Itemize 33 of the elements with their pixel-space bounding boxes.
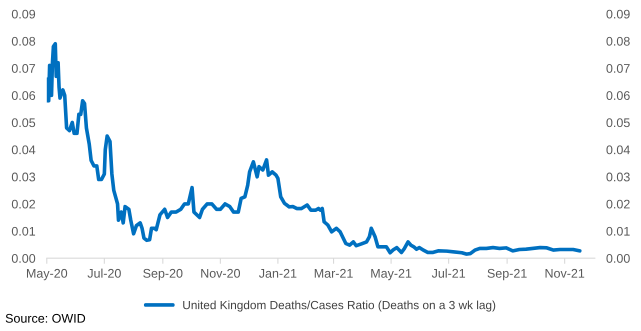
source-note: Source: OWID [6,314,86,323]
line-series [46,42,582,256]
x-tick-label: Mar-21 [314,268,353,278]
y2-tick-label: 0.03 [606,172,630,182]
y-tick-label: 0.00 [12,254,36,263]
y-tick-label: 0.02 [12,200,36,209]
y-tick-label: 0.06 [12,91,36,100]
y2-tick-label: 0.04 [606,145,630,154]
y2-tick-label: 0.01 [606,226,630,236]
x-tick-label: Sep-20 [143,268,182,280]
x-tick-label: May-21 [371,268,412,280]
y2-tick-label: 0.06 [606,91,630,100]
x-tick-label: Jul-21 [432,268,466,278]
y-tick-label: 0.08 [12,36,36,46]
y-tick-label: 0.07 [12,64,36,73]
y2-tick-label: 0.05 [606,118,630,128]
y2-tick-label: 0.08 [606,36,630,46]
y-tick-label: 0.03 [12,172,36,182]
y2-tick-label: 0.02 [606,200,630,209]
y2-tick-label: 0.09 [606,10,630,19]
y-tick-label: 0.01 [12,226,36,236]
x-tick-label: May-20 [26,268,68,280]
y2-tick-label: 0.00 [606,254,630,263]
legend-label: United Kingdom Deaths/Cases Ratio (Deaths on a 3 wk lag) [183,300,496,312]
y2-tick-label: 0.07 [606,64,630,73]
x-tick-label: Nov-21 [546,268,584,278]
x-tick-label: Nov-20 [201,268,240,278]
x-tick-label: Sep-21 [488,268,527,280]
x-tick-label: Jul-20 [88,268,121,278]
y-tick-label: 0.09 [12,10,36,19]
y-tick-label: 0.05 [12,118,36,128]
y-tick-label: 0.04 [12,145,36,154]
x-tick-label: Jan-21 [258,268,296,278]
